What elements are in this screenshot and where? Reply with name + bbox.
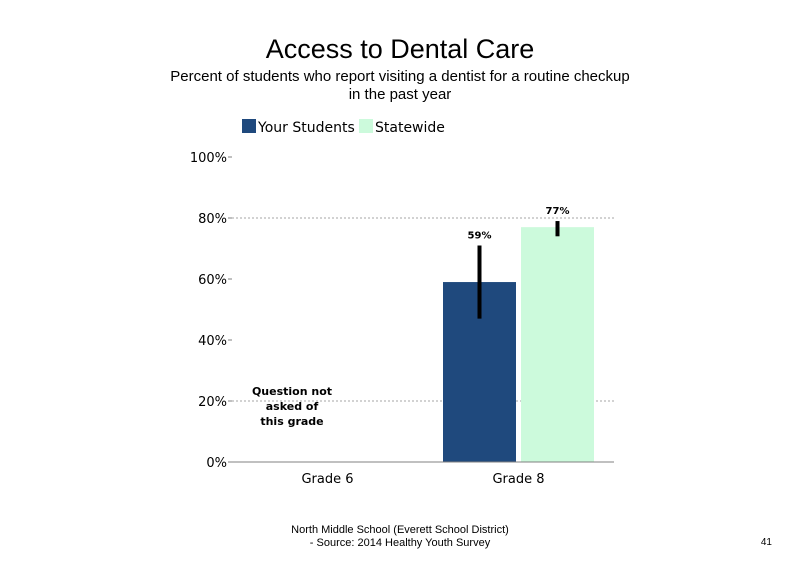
annotation-line: this grade xyxy=(260,415,323,428)
legend-swatch xyxy=(359,119,373,133)
annotation-line: Question not xyxy=(252,385,332,398)
legend-label: Your Students xyxy=(257,120,355,136)
legend-label: Statewide xyxy=(375,120,445,136)
footer-source: North Middle School (Everett School Dist… xyxy=(250,524,550,550)
data-label: 77% xyxy=(546,206,570,217)
bar xyxy=(521,227,594,462)
y-tick-label: 20% xyxy=(198,395,227,410)
annotation-line: asked of xyxy=(266,400,319,413)
y-tick-label: 0% xyxy=(206,456,227,471)
y-tick-label: 40% xyxy=(198,334,227,349)
y-tick-label: 60% xyxy=(198,273,227,288)
subtitle-line-1: Percent of students who report visiting … xyxy=(170,68,630,85)
chart-title: Access to Dental Care xyxy=(265,34,535,64)
footer-line-1: North Middle School (Everett School Dist… xyxy=(291,524,509,536)
x-tick-label: Grade 8 xyxy=(492,472,544,487)
data-label: 59% xyxy=(468,230,492,241)
x-tick-label: Grade 6 xyxy=(301,472,353,487)
legend-swatch xyxy=(242,119,256,133)
chart-subtitle: Percent of students who report visiting … xyxy=(170,68,630,104)
footer-line-2: - Source: 2014 Healthy Youth Survey xyxy=(309,537,491,549)
y-tick-label: 100% xyxy=(190,151,227,166)
page-number: 41 xyxy=(760,537,772,548)
y-tick-label: 80% xyxy=(198,212,227,227)
subtitle-line-2: in the past year xyxy=(348,86,452,103)
